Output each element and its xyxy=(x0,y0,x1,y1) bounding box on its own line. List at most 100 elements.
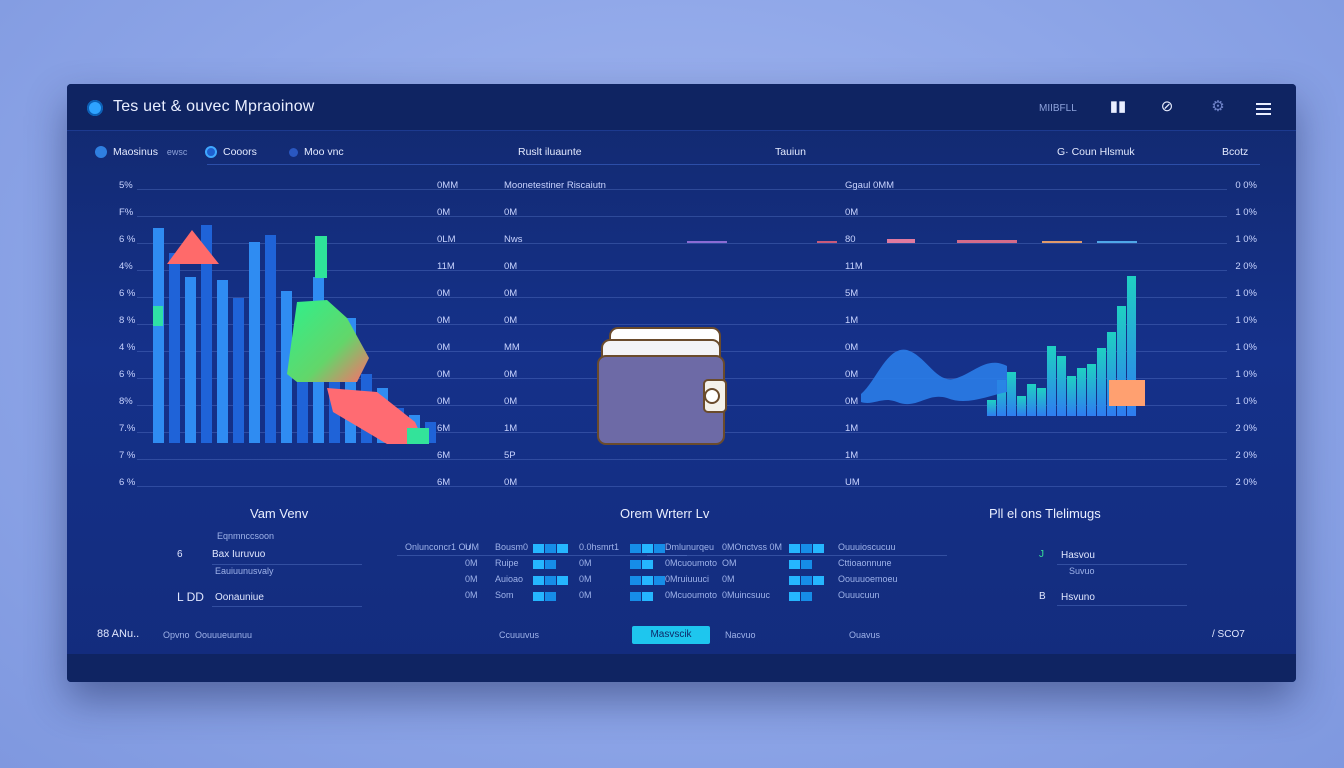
mid-axis-3-label: 1M xyxy=(845,450,859,461)
right-axis-label: 1 0% xyxy=(1235,207,1257,218)
left-chart-bar xyxy=(217,280,228,443)
left-row-divider-2 xyxy=(212,606,362,607)
dot-icon xyxy=(289,147,298,157)
middle-table-block xyxy=(789,592,800,601)
wallet-icon[interactable] xyxy=(592,316,742,446)
circle-icon xyxy=(205,146,217,159)
nav-item-coun-hlsmuk[interactable]: G· Coun Hlsmuk xyxy=(1057,146,1135,158)
right-chart-bar xyxy=(1097,348,1106,416)
mid-axis-2-label: 1M xyxy=(504,423,518,434)
footer-bar xyxy=(67,654,1296,682)
middle-table-block xyxy=(642,560,653,569)
red-peak-shape xyxy=(167,230,219,264)
right-chart-bar xyxy=(1037,388,1046,416)
middle-table-block xyxy=(533,592,544,601)
right-row-num-1: B xyxy=(1039,591,1046,602)
right-axis-label: 2 0% xyxy=(1235,261,1257,272)
left-axis-label: 8 % xyxy=(119,315,136,326)
right-chart-bar xyxy=(1087,364,1096,416)
tag-icon[interactable]: ⊘ xyxy=(1160,98,1174,115)
menu-icon[interactable] xyxy=(1254,100,1272,118)
middle-table-cell: 0Muincsuuc xyxy=(722,590,771,600)
left-area-overlay xyxy=(153,230,429,444)
mid-axis-2-label: 0M xyxy=(504,315,518,326)
right-chart-bar xyxy=(997,380,1006,416)
middle-table-cell: 0M xyxy=(579,590,592,600)
left-row-sub-1: Eauiuunusvaly xyxy=(215,566,274,576)
mid-axis-1-label: 0M xyxy=(437,207,451,218)
left-axis-label: 4% xyxy=(119,261,133,272)
mid-axis-3-label: 0M xyxy=(845,396,859,407)
nav-item-tauiun[interactable]: Tauiun xyxy=(775,146,806,158)
left-axis-label: 6 % xyxy=(119,477,136,488)
middle-table-cell: Oouuuoemoeu xyxy=(838,574,898,584)
nav-item-bcotz[interactable]: Bcotz xyxy=(1222,146,1249,158)
grid-line xyxy=(137,270,1227,271)
right-axis-label: 1 0% xyxy=(1235,315,1257,326)
mid-axis-3-label: 0M xyxy=(845,207,859,218)
left-axis-label: 6 % xyxy=(119,234,136,245)
footer-left-small: Opvno xyxy=(163,630,190,640)
middle-table-block xyxy=(630,576,641,585)
section-title-middle: Orem Wrterr Lv xyxy=(620,506,710,521)
right-row-label-1[interactable]: Hsvuno xyxy=(1061,592,1095,603)
mid-axis-1-label: 0M xyxy=(437,342,451,353)
footer-left-label: 88 ANu.. xyxy=(97,628,140,640)
right-chart-bar xyxy=(1007,372,1016,416)
right-axis-label: 2 0% xyxy=(1235,423,1257,434)
app-window: Tes uet & ouvec Mpraoinow MIIBFLL ▮▮ ⊘ ⚙… xyxy=(67,84,1296,682)
middle-table-cell: Cttioaonnune xyxy=(838,558,892,568)
right-row-label-0[interactable]: Hasvou xyxy=(1061,550,1095,561)
footer-right-label: / SCO7 xyxy=(1212,629,1245,640)
left-axis-label: 7.% xyxy=(119,423,136,434)
middle-table-cell: 0Mcuoumoto xyxy=(665,590,718,600)
green-marker-shape xyxy=(153,306,163,326)
mid-axis-1-label: 0M xyxy=(437,288,451,299)
middle-table-block xyxy=(630,592,641,601)
app-logo-icon xyxy=(87,100,103,116)
middle-table-block xyxy=(545,592,556,601)
mid-axis-1-label: 0M xyxy=(437,396,451,407)
footer-mid-small2: Nacvuo xyxy=(725,630,756,640)
middle-table-cell: 0.0hsmrt1 xyxy=(579,542,620,552)
mid-axis-2-label: 0M xyxy=(504,261,518,272)
mid-axis-3-label: 0M xyxy=(845,342,859,353)
nav-item-moo-vnc[interactable]: Moo vnc xyxy=(289,146,344,158)
shield-icon[interactable]: ⚙ xyxy=(1211,98,1225,115)
left-row-num-2: L DD xyxy=(177,590,204,604)
left-axis-label: 6 % xyxy=(119,369,136,380)
middle-table-block xyxy=(801,560,812,569)
middle-table-block xyxy=(801,576,812,585)
mid-axis-1-label: 0LM xyxy=(437,234,456,245)
right-axis-label: 1 0% xyxy=(1235,369,1257,380)
left-axis-label: F% xyxy=(119,207,134,218)
left-row-label-0[interactable]: Bax Iuruvuo xyxy=(212,549,266,560)
right-axis-label: 2 0% xyxy=(1235,450,1257,461)
left-axis-label: 5% xyxy=(119,180,133,191)
middle-table-cell: Ouuuioscucuu xyxy=(838,542,896,552)
middle-table-block xyxy=(789,560,800,569)
primary-action-button[interactable]: Masvscik xyxy=(632,626,710,644)
mid-axis-2-label: 0M xyxy=(504,288,518,299)
left-row-label-2[interactable]: Oonauniue xyxy=(215,592,264,603)
middle-table-block xyxy=(801,544,812,553)
nav-item-maosinus[interactable]: Maosinus ewsc xyxy=(95,146,187,159)
right-axis-label: 1 0% xyxy=(1235,288,1257,299)
grid-line xyxy=(137,189,1227,190)
right-chart-bar xyxy=(1017,396,1026,416)
middle-table-cell: 0M xyxy=(465,574,478,584)
left-chart-bar xyxy=(233,298,244,443)
title-bar: Tes uet & ouvec Mpraoinow MIIBFLL ▮▮ ⊘ ⚙ xyxy=(67,84,1296,131)
right-chart-bar xyxy=(1117,306,1126,416)
mid-axis-2-label: 0M xyxy=(504,369,518,380)
right-chart-bar xyxy=(1047,346,1056,416)
bars-icon[interactable]: ▮▮ xyxy=(1109,98,1127,115)
green-bar-shape xyxy=(315,236,327,278)
left-axis-label: 6 % xyxy=(119,288,136,299)
app-title: Tes uet & ouvec Mpraoinow xyxy=(113,98,315,115)
nav-item-cooors[interactable]: Cooors xyxy=(205,146,257,159)
middle-table-cell: 0Mruiuuuci xyxy=(665,574,710,584)
middle-table-block xyxy=(813,576,824,585)
nav-item-ruslt[interactable]: Ruslt iluaunte xyxy=(518,146,582,158)
mid-axis-2-label: Moonetestiner Riscaiutn xyxy=(504,180,606,191)
